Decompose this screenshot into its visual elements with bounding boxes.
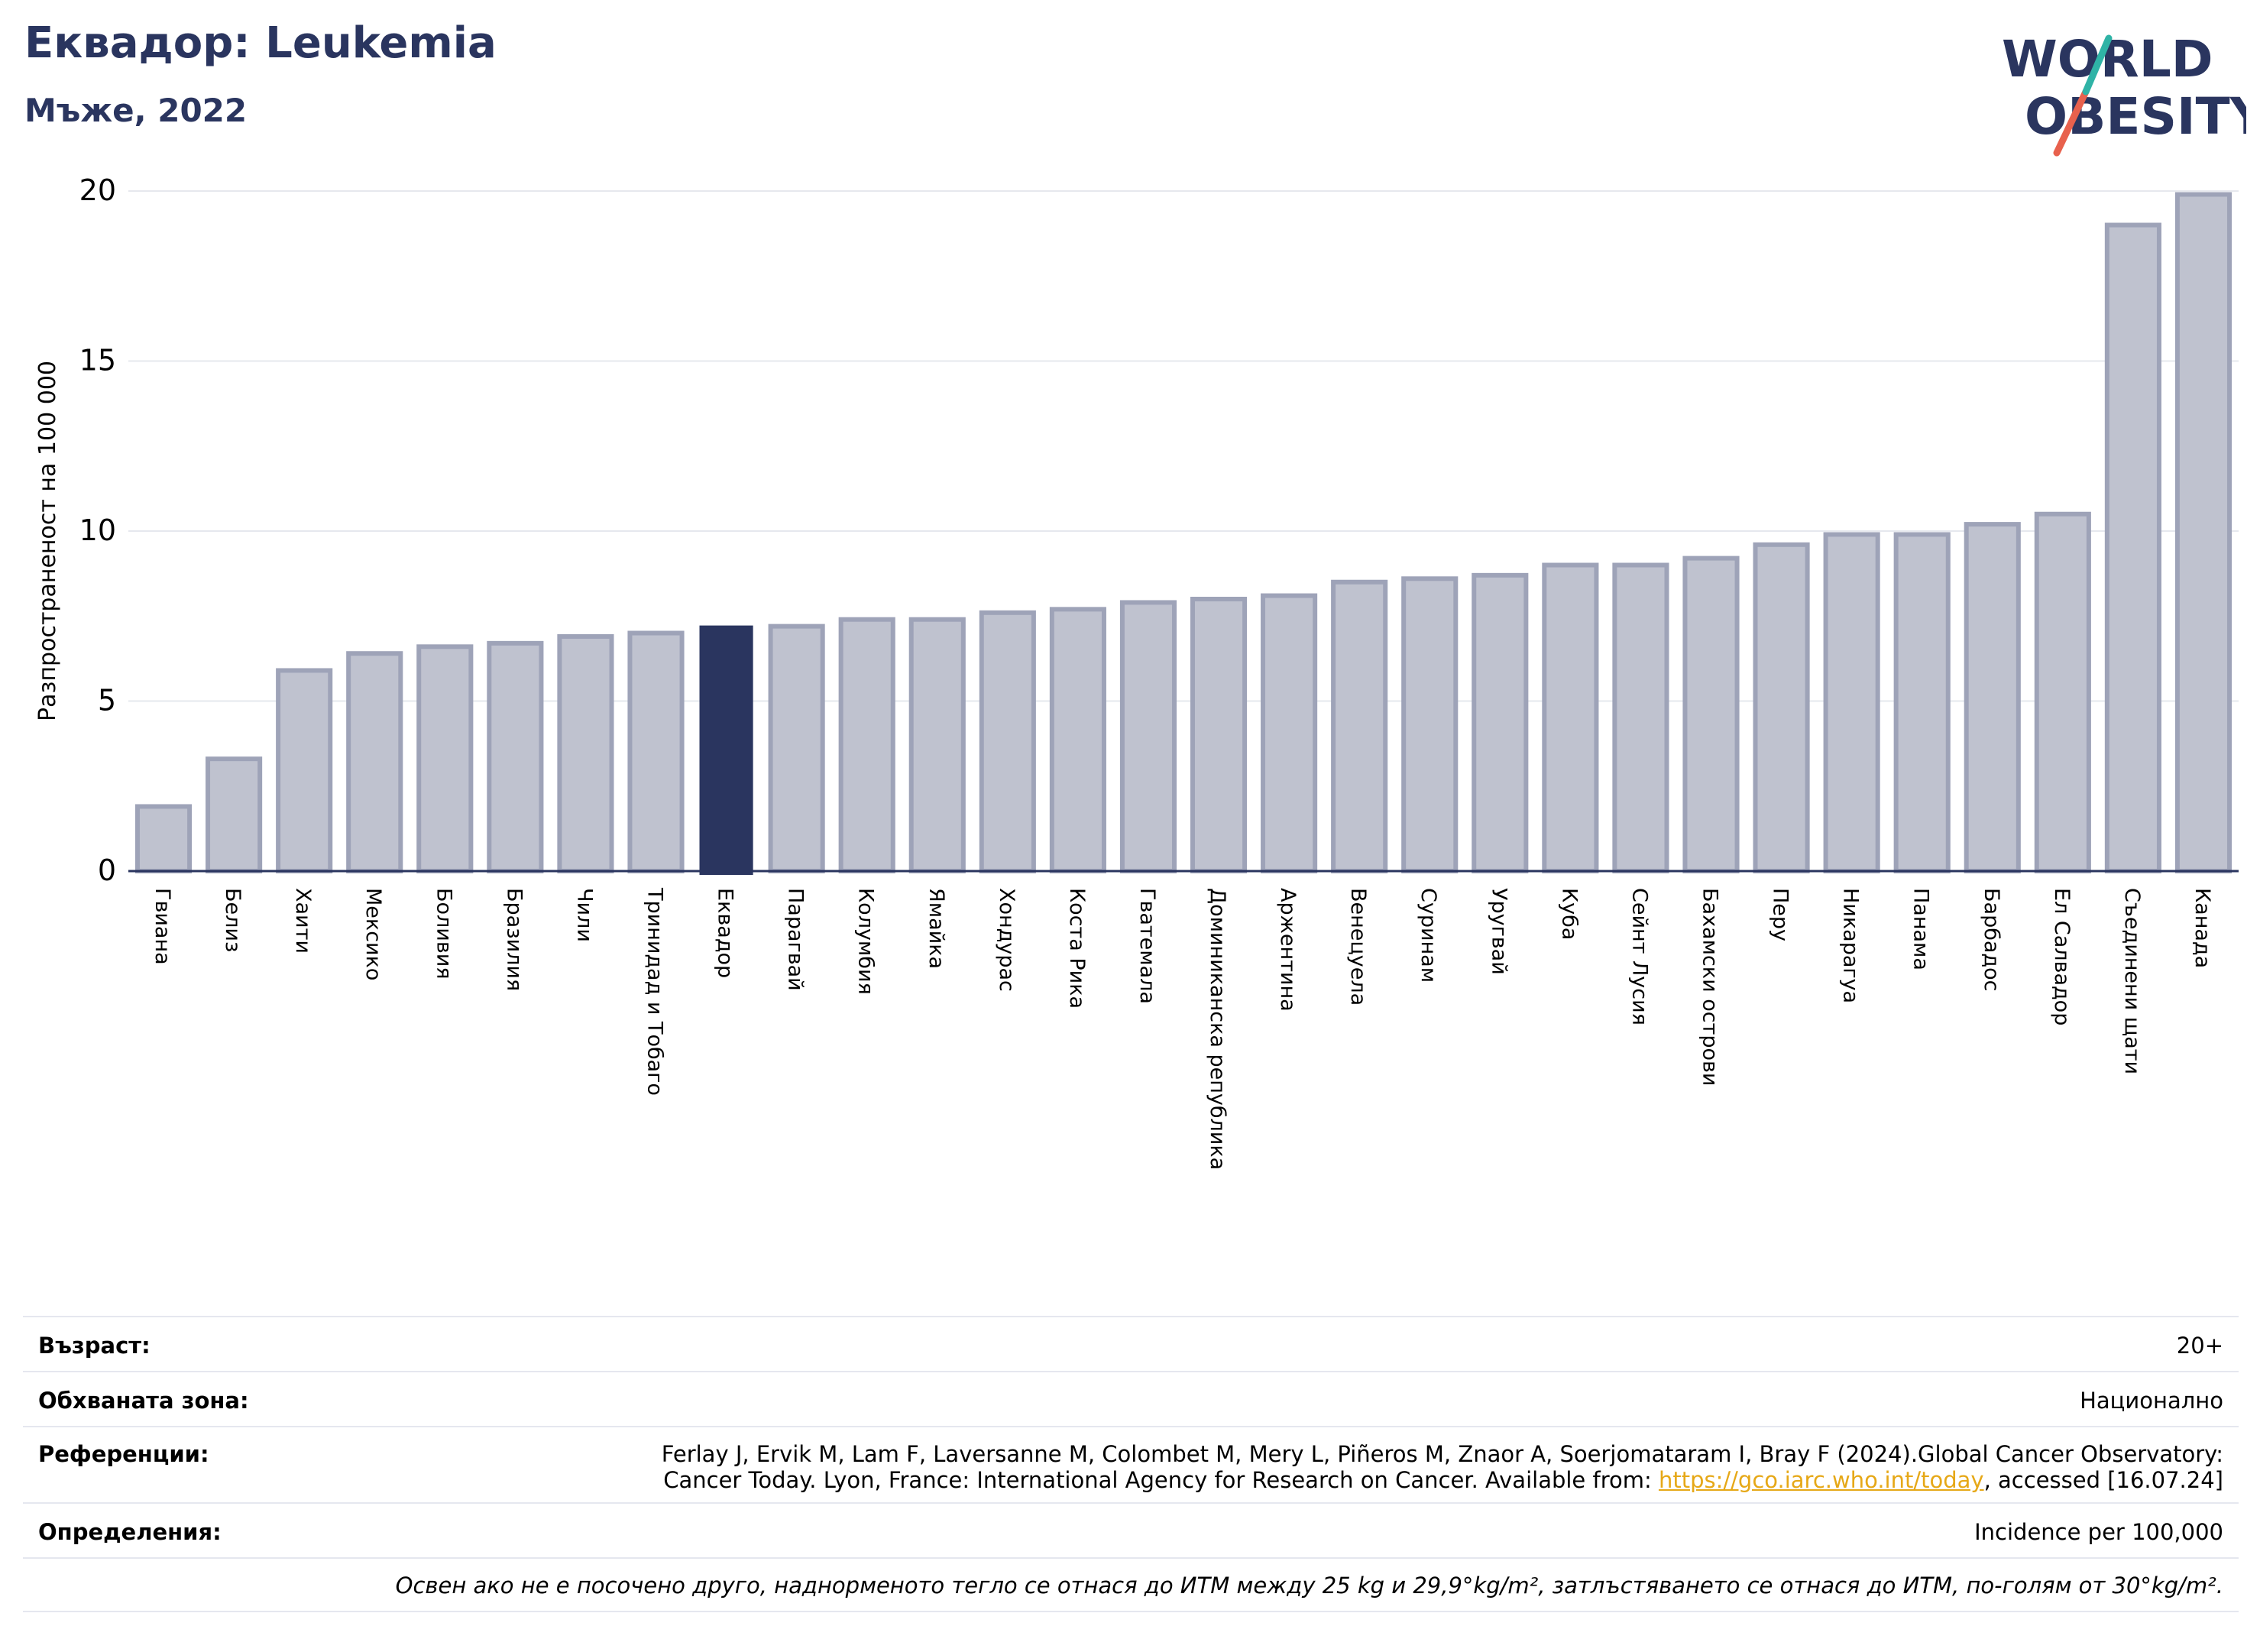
bar-13	[1049, 607, 1106, 873]
bar-21	[1612, 562, 1669, 873]
bar-28	[2104, 222, 2161, 873]
x-tick-label: Чили	[572, 888, 596, 942]
x-tick-label: Бразилия	[502, 888, 526, 991]
bar-7	[627, 630, 685, 873]
y-tick-label: 0	[98, 854, 116, 887]
bar-1	[206, 756, 263, 874]
logo-slash-teal-icon	[2082, 34, 2113, 96]
definitions-value: Incidence per 100,000	[1974, 1519, 2223, 1545]
bar-27	[2034, 511, 2091, 873]
x-tick-label: Гватемала	[1135, 888, 1159, 1004]
y-axis-label: Разпространеност на 100 000	[34, 361, 61, 721]
x-tick-label: Никарагуа	[1839, 888, 1863, 1003]
y-tick-label: 10	[79, 513, 116, 547]
definitions-label: Определения:	[38, 1519, 222, 1545]
bar-22	[1682, 556, 1740, 873]
area-label: Обхваната зона:	[38, 1388, 249, 1414]
bar-5	[487, 640, 544, 873]
x-tick-label: Еквадор	[714, 888, 737, 978]
x-tick-label: Хондурас	[995, 888, 1018, 992]
bar-12	[979, 610, 1036, 873]
y-tick-label: 20	[79, 173, 116, 207]
x-tick-label: Сейнт Лусия	[1627, 888, 1651, 1025]
references-value: Ferlay J, Ervik M, Lam F, Laversanne M, …	[662, 1441, 2223, 1493]
bar-25	[1893, 532, 1951, 873]
x-tick-label: Коста Рика	[1065, 888, 1089, 1009]
age-value: 20+	[2176, 1333, 2223, 1359]
x-tick-label: Ямайка	[924, 888, 948, 969]
x-tick-label: Хаити	[291, 888, 315, 954]
world-obesity-logo: WORLD OBESITY	[2002, 30, 2246, 157]
chart-subtitle: Мъже, 2022	[24, 92, 248, 129]
bar-6	[557, 633, 614, 873]
x-tick-label: Мексико	[361, 888, 385, 980]
bar-16	[1261, 593, 1318, 873]
x-tick-label: Тринидад и Тобаго	[643, 887, 667, 1096]
info-table: Възраст: 20+ Обхваната зона: Национално …	[23, 1316, 2239, 1612]
y-tick-label: 15	[79, 344, 116, 377]
x-tick-label: Парагвай	[784, 888, 808, 991]
references-link[interactable]: https://gco.iarc.who.int/today	[1658, 1467, 1984, 1493]
info-row-references: Референции: Ferlay J, Ervik M, Lam F, La…	[23, 1426, 2239, 1502]
x-tick-label: Гвиана	[151, 888, 174, 965]
info-row-area: Обхваната зона: Национално	[23, 1371, 2239, 1426]
x-tick-label: Ел Салвадор	[2050, 888, 2074, 1025]
age-label: Възраст:	[38, 1333, 151, 1359]
bar-10	[838, 617, 895, 873]
bar-29	[2174, 192, 2232, 873]
x-tick-label: Доминиканска република	[1206, 888, 1229, 1170]
x-tick-label: Венецуела	[1346, 888, 1370, 1006]
logo-slash-red-icon	[2053, 88, 2090, 157]
bar-24	[1823, 532, 1880, 873]
bar-15	[1190, 597, 1248, 873]
bar-18	[1401, 576, 1459, 873]
bar-17	[1331, 579, 1388, 873]
x-tick-label: Перу	[1769, 888, 1792, 941]
bar-19	[1472, 572, 1529, 873]
bar-2	[276, 668, 333, 873]
bar-14	[1119, 600, 1177, 873]
references-line2-post: , accessed [16.07.24]	[1983, 1467, 2223, 1493]
bar-11	[908, 617, 966, 873]
x-tick-label: Аржентина	[1276, 888, 1300, 1012]
x-tick-label: Боливия	[432, 888, 455, 980]
info-row-definitions: Определения: Incidence per 100,000	[23, 1502, 2239, 1557]
x-tick-label: Панама	[1909, 888, 1933, 970]
x-tick-label: Уругвай	[1487, 888, 1510, 975]
bar-26	[1964, 522, 2021, 873]
x-tick-label: Съединени щати	[2120, 888, 2144, 1074]
references-line2-pre: Cancer Today. Lyon, France: Internationa…	[663, 1467, 1659, 1493]
references-line1: Ferlay J, Ervik M, Lam F, Laversanne M, …	[661, 1441, 2223, 1467]
bar-4	[416, 644, 474, 873]
x-tick-label: Барбадос	[1980, 888, 2003, 991]
bar-chart: Разпространеност на 100 000 0 5 10 15 20 Гвиа…	[34, 173, 2239, 1170]
x-tick-label: Суринам	[1417, 888, 1440, 983]
area-value: Национално	[2080, 1388, 2223, 1414]
y-tick-label: 5	[98, 684, 116, 717]
x-tick-label: Бахамски острови	[1698, 888, 1722, 1086]
x-tick-label: Колумбия	[854, 888, 878, 995]
bar-8	[699, 625, 753, 875]
x-tick-label: Канада	[2190, 888, 2214, 968]
bar-0	[134, 804, 193, 873]
bar-3	[346, 651, 403, 873]
info-row-age: Възраст: 20+	[23, 1316, 2239, 1371]
chart-title: Еквадор: Leukemia	[24, 18, 497, 68]
bar-23	[1753, 542, 1810, 873]
x-tick-label: Куба	[1557, 888, 1581, 940]
info-row-footnote: Освен ако не е посочено друго, наднормен…	[23, 1557, 2239, 1612]
references-label: Референции:	[38, 1441, 209, 1467]
bar-9	[768, 624, 825, 873]
footnote-text: Освен ако не е посочено друго, наднормен…	[395, 1573, 2223, 1599]
bar-20	[1542, 562, 1599, 873]
x-tick-label: Белиз	[221, 888, 244, 952]
